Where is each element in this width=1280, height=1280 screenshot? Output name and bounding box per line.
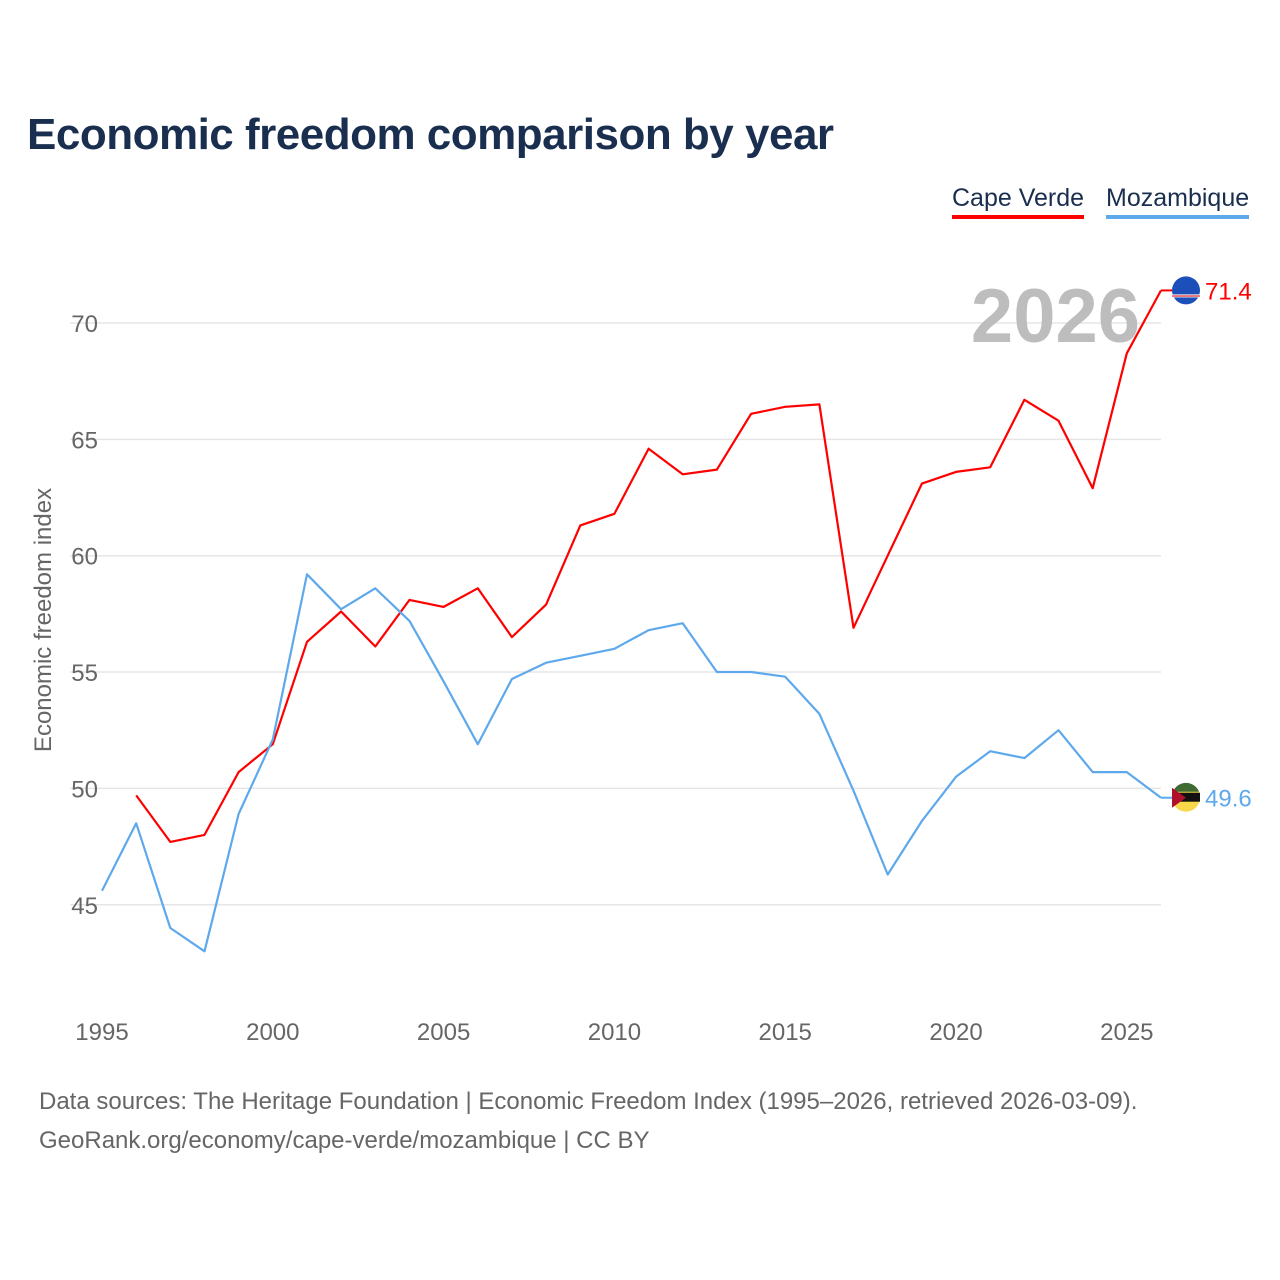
y-axis-label: Economic freedom index (30, 488, 57, 752)
series-line-cape-verde (135, 289, 1162, 843)
end-value-label: 71.4 (1205, 278, 1252, 305)
x-tick-label: 2005 (417, 1019, 470, 1046)
x-tick-label: 2000 (246, 1019, 299, 1046)
legend-item-mozambique[interactable]: Mozambique (1106, 184, 1250, 219)
x-tick-label: 2015 (759, 1019, 812, 1046)
x-tick-label: 2010 (588, 1019, 641, 1046)
flag-triangle (1172, 787, 1186, 808)
end-value-label: 49.6 (1205, 786, 1252, 813)
x-tick-label: 2020 (929, 1019, 982, 1046)
chart-title: Economic freedom comparison by year (27, 110, 834, 159)
y-tick-label: 55 (71, 660, 98, 687)
cape-verde-flag-icon (1172, 276, 1200, 305)
series-line-mozambique (101, 573, 1162, 953)
flag-stripe (1173, 782, 1199, 792)
y-tick-label: 45 (71, 893, 98, 920)
flag-stripe (1172, 792, 1200, 802)
legend-item-cape-verde[interactable]: Cape Verde (952, 184, 1085, 219)
y-tick-label: 70 (71, 311, 98, 338)
y-tick-label: 60 (71, 544, 98, 571)
y-tick-label: 65 (71, 427, 98, 454)
x-tick-label: 2025 (1100, 1019, 1153, 1046)
y-tick-label: 50 (71, 776, 98, 803)
flag-stripe (1172, 295, 1200, 297)
footer-sources: Data sources: The Heritage Foundation | … (39, 1088, 1138, 1115)
x-tick-label: 1995 (75, 1019, 128, 1046)
year-watermark: 2026 (971, 274, 1140, 359)
footer-link[interactable]: GeoRank.org/economy/cape-verde/mozambiqu… (39, 1127, 650, 1154)
